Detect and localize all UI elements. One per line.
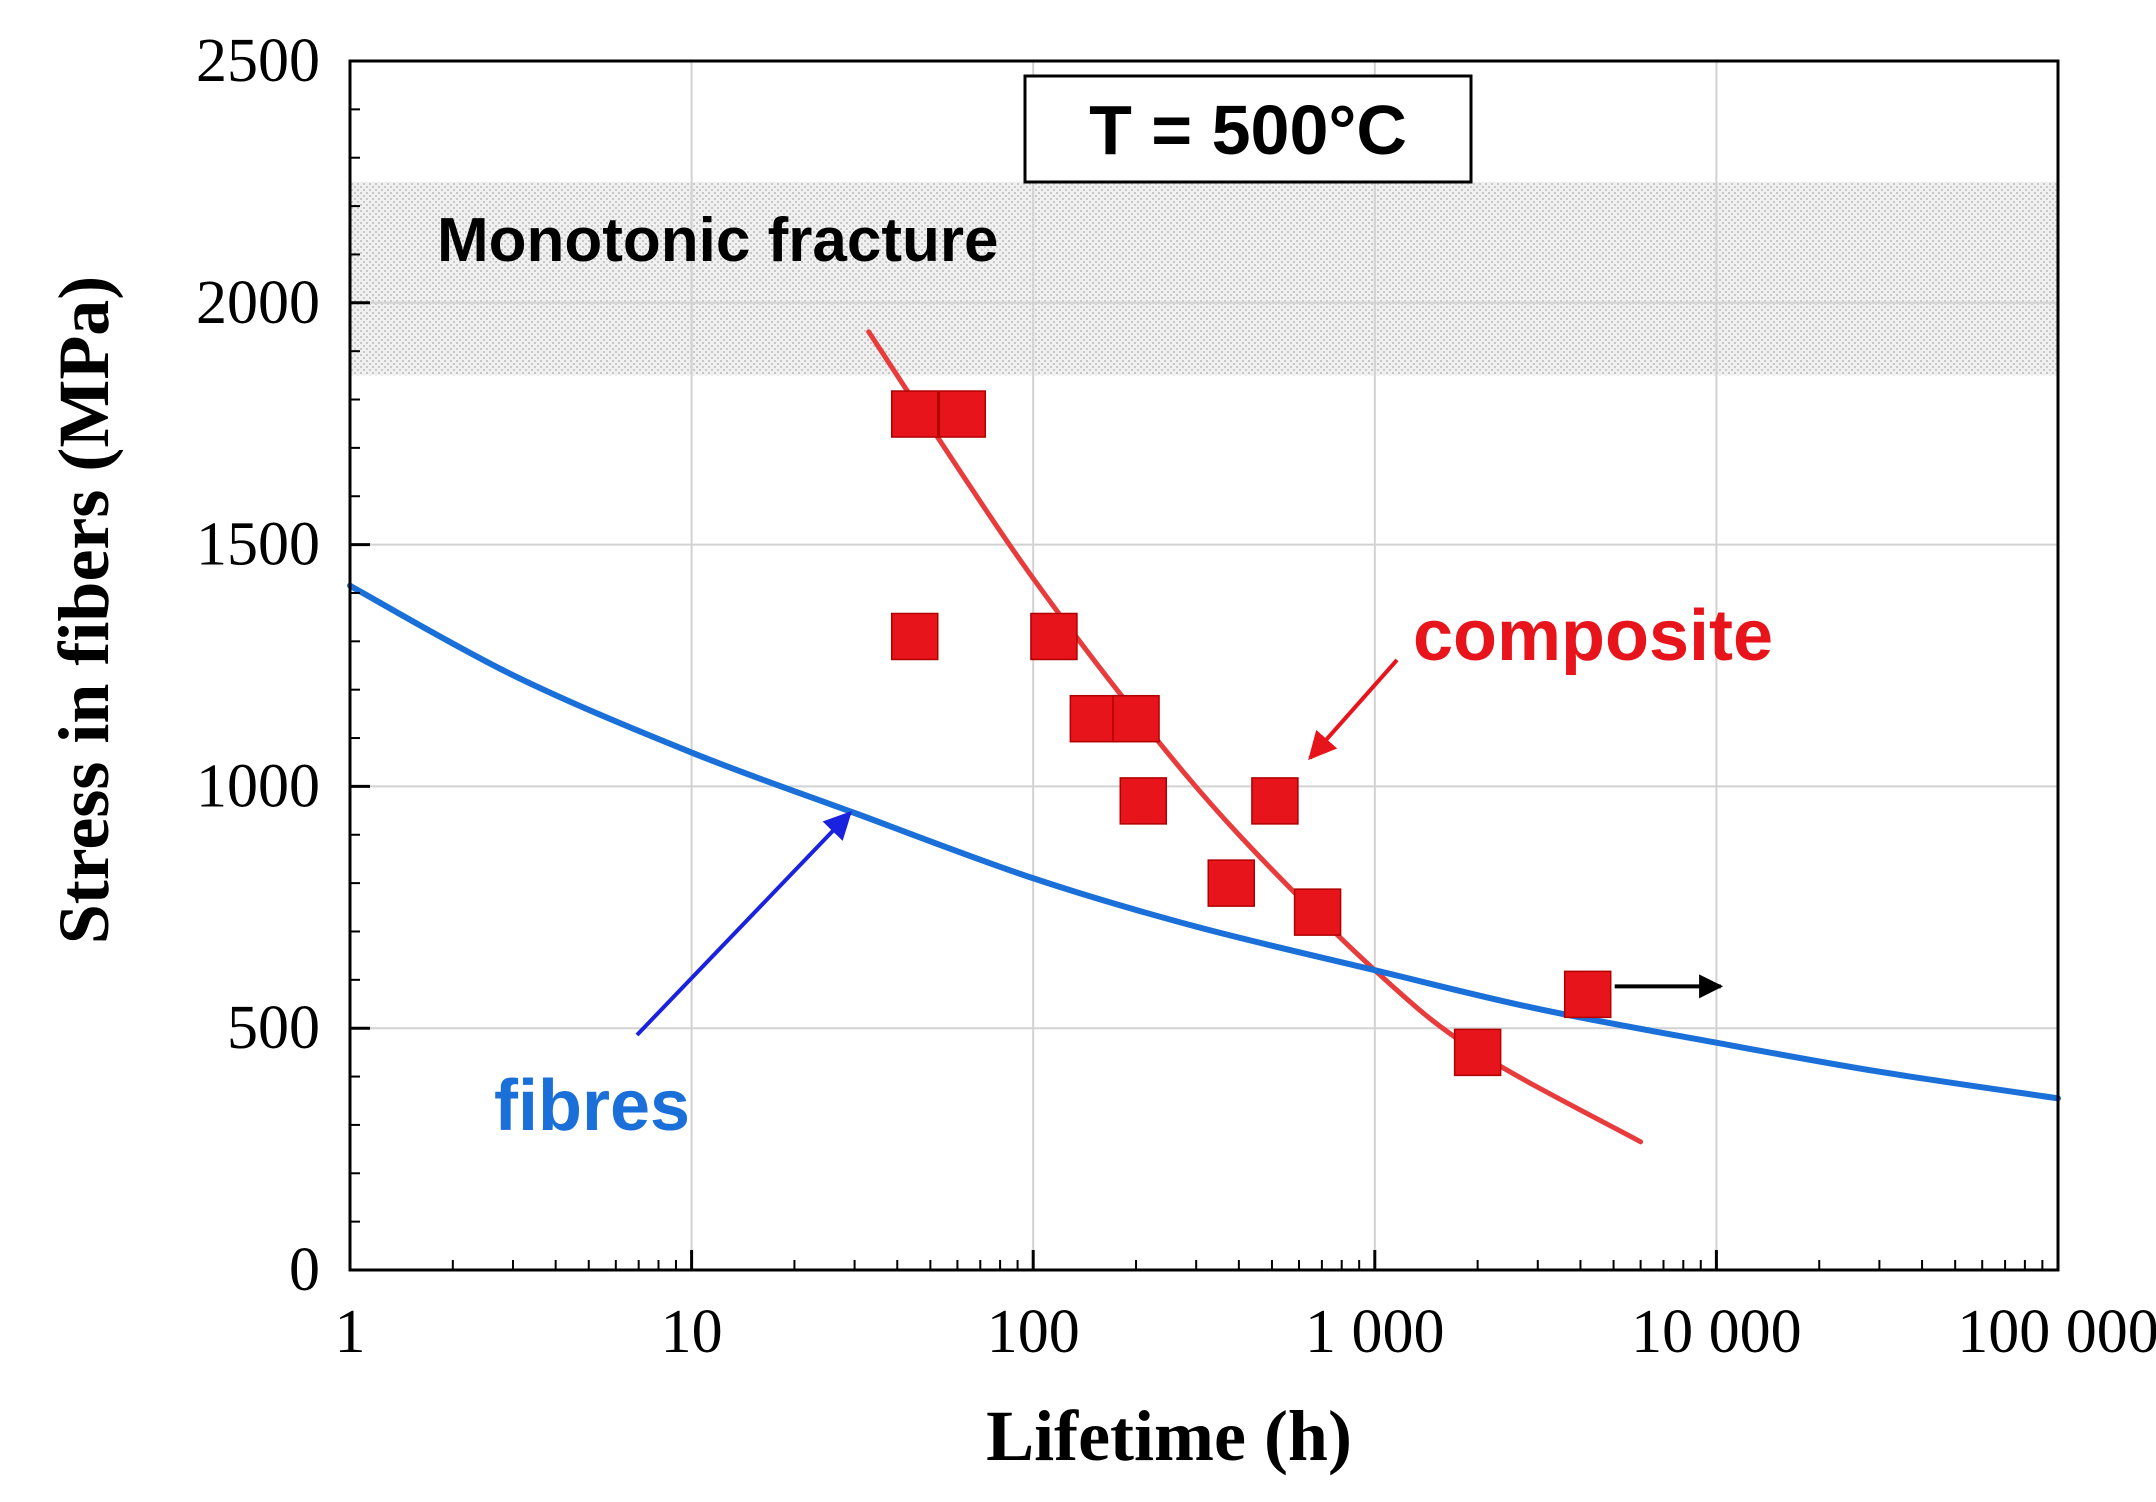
x-tick-label: 10 — [661, 1298, 723, 1366]
composite-data-point — [890, 390, 939, 438]
composite-data-point — [1069, 694, 1118, 743]
x-tick-label: 1 — [335, 1298, 366, 1366]
data-points — [890, 390, 1724, 1077]
x-axis-title: Lifetime (h) — [986, 1396, 1352, 1476]
fracture-band — [350, 181, 2058, 376]
y-tick-label: 2000 — [196, 269, 320, 337]
composite-data-point — [938, 390, 987, 438]
y-tick-label: 500 — [227, 994, 320, 1062]
x-tick-label: 100 — [987, 1298, 1080, 1366]
composite-data-point — [1563, 970, 1612, 1019]
fracture-band-group — [350, 181, 2058, 376]
x-tick-label: 100 000 — [1957, 1298, 2156, 1366]
band-label: Monotonic fracture — [437, 206, 998, 275]
fibres-arrow — [635, 810, 852, 1037]
fibres-curve — [347, 582, 2061, 1102]
plot-frame — [348, 59, 2060, 1272]
x-tick-label: 1 000 — [1305, 1298, 1445, 1366]
composite-data-point — [1119, 777, 1168, 825]
axes: 0 500 1000 1500 2000 2500 1 10 100 1 000 10 000 100… — [196, 27, 2156, 1366]
y-tick-label: 0 — [289, 1236, 320, 1304]
composite-data-point — [1293, 888, 1342, 936]
composite-data-point — [1251, 777, 1299, 825]
y-tick-label: 2500 — [196, 27, 320, 95]
fibres-label: fibres — [494, 1066, 690, 1146]
composite-label: composite — [1413, 596, 1773, 676]
temperature-label: T = 500°C — [1089, 91, 1407, 169]
composite-fit-curve — [866, 329, 1644, 1145]
y-tick-label: 1500 — [196, 511, 320, 579]
curves — [347, 329, 2061, 1145]
composite-data-point — [1112, 694, 1160, 743]
composite-data-point — [1453, 1028, 1502, 1077]
grid — [349, 60, 2059, 1271]
y-tick-label: 1000 — [196, 752, 320, 820]
y-axis-title: Stress in fibers (MPa) — [44, 276, 124, 945]
composite-arrow — [1308, 658, 1399, 761]
composite-data-point — [1030, 612, 1078, 661]
x-tick-label: 10 000 — [1631, 1298, 1802, 1366]
temperature-box — [1023, 74, 1473, 184]
annotations: T = 500°C Monotonic fracture composite f… — [437, 74, 1773, 1146]
composite-data-point — [890, 612, 939, 661]
composite-data-point — [1207, 859, 1256, 907]
